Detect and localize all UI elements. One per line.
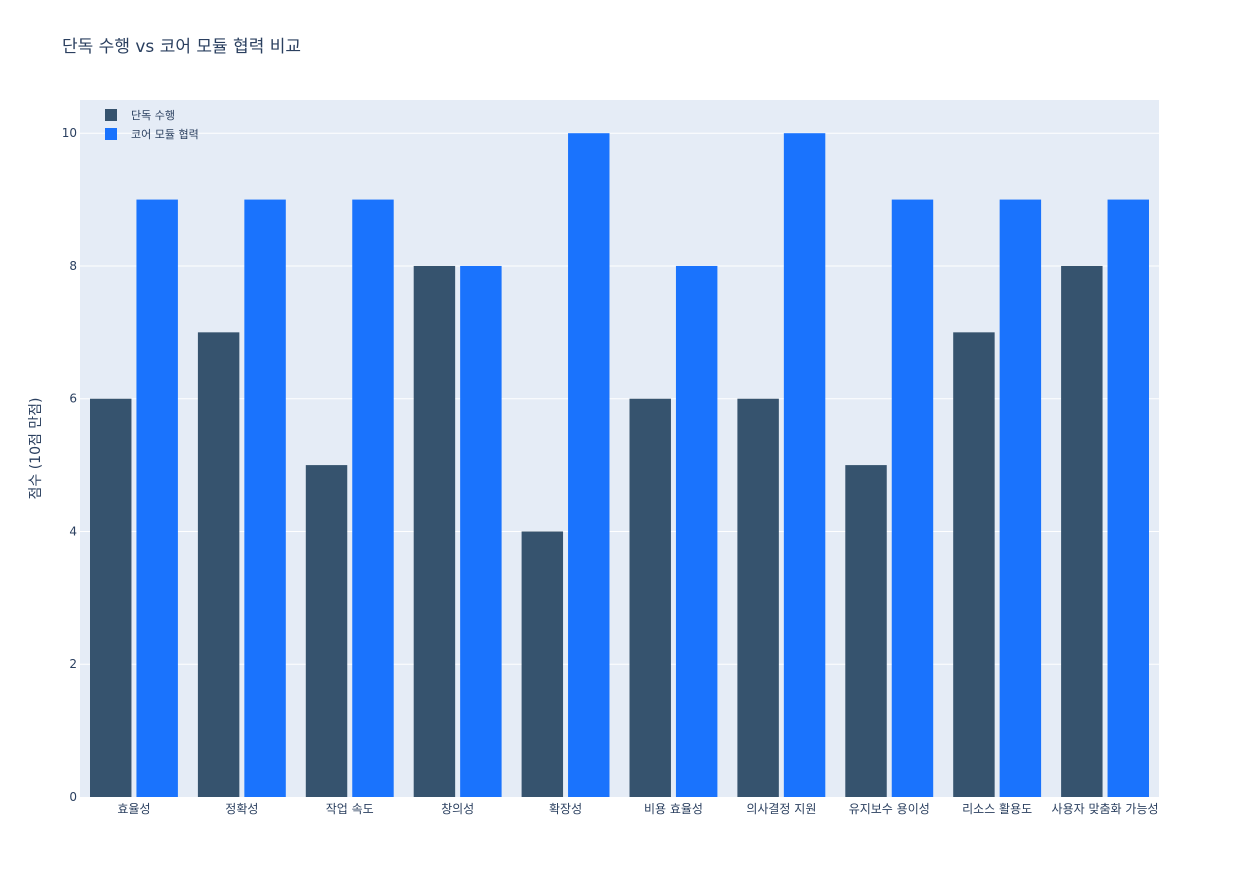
- bar-solo: [845, 465, 887, 797]
- bar-solo: [413, 265, 456, 797]
- legend-swatch: [105, 128, 117, 140]
- x-tick-label: 유지보수 용이성: [849, 802, 930, 816]
- legend-label: 단독 수행: [131, 109, 175, 122]
- bar-collab: [783, 133, 826, 797]
- bar-solo: [90, 398, 132, 797]
- bar-collab: [244, 199, 286, 798]
- bar-collab: [675, 265, 718, 797]
- bar-collab: [999, 199, 1042, 798]
- y-tick-label: 10: [62, 126, 77, 140]
- x-tick-label: 리소스 활용도: [962, 802, 1032, 816]
- bar-solo: [629, 398, 671, 797]
- bar-collab: [352, 199, 394, 798]
- bar-solo: [737, 398, 779, 797]
- x-tick-label: 확장성: [549, 802, 582, 816]
- legend-label: 코어 모듈 협력: [131, 128, 199, 141]
- y-tick-label: 2: [69, 657, 77, 671]
- y-axis-title: 점수 (10점 만점): [28, 397, 44, 499]
- y-tick-label: 0: [69, 790, 77, 804]
- bar-solo: [953, 332, 995, 797]
- x-tick-label: 효율성: [117, 802, 150, 816]
- y-tick-label: 8: [69, 259, 77, 273]
- x-tick-label: 사용자 맞춤화 가능성: [1052, 802, 1159, 816]
- bar-collab: [136, 199, 178, 798]
- plot-background: [80, 100, 1159, 797]
- legend-swatch: [105, 109, 117, 121]
- bar-collab: [891, 199, 934, 798]
- x-tick-label: 정확성: [225, 802, 258, 816]
- bar-solo: [305, 465, 348, 797]
- bar-solo: [197, 332, 240, 797]
- bar-collab: [568, 133, 610, 797]
- x-tick-label: 비용 효율성: [644, 802, 703, 816]
- x-tick-label: 창의성: [441, 802, 474, 816]
- bar-solo: [1061, 265, 1103, 797]
- bar-solo: [521, 531, 564, 797]
- x-tick-label: 작업 속도: [326, 802, 374, 816]
- bar-collab: [460, 265, 502, 797]
- y-tick-label: 4: [69, 524, 77, 538]
- chart-title: 단독 수행 vs 코어 모듈 협력 비교: [62, 37, 302, 57]
- bar-collab: [1107, 199, 1149, 798]
- y-tick-label: 6: [69, 392, 77, 406]
- x-tick-label: 의사결정 지원: [746, 802, 816, 816]
